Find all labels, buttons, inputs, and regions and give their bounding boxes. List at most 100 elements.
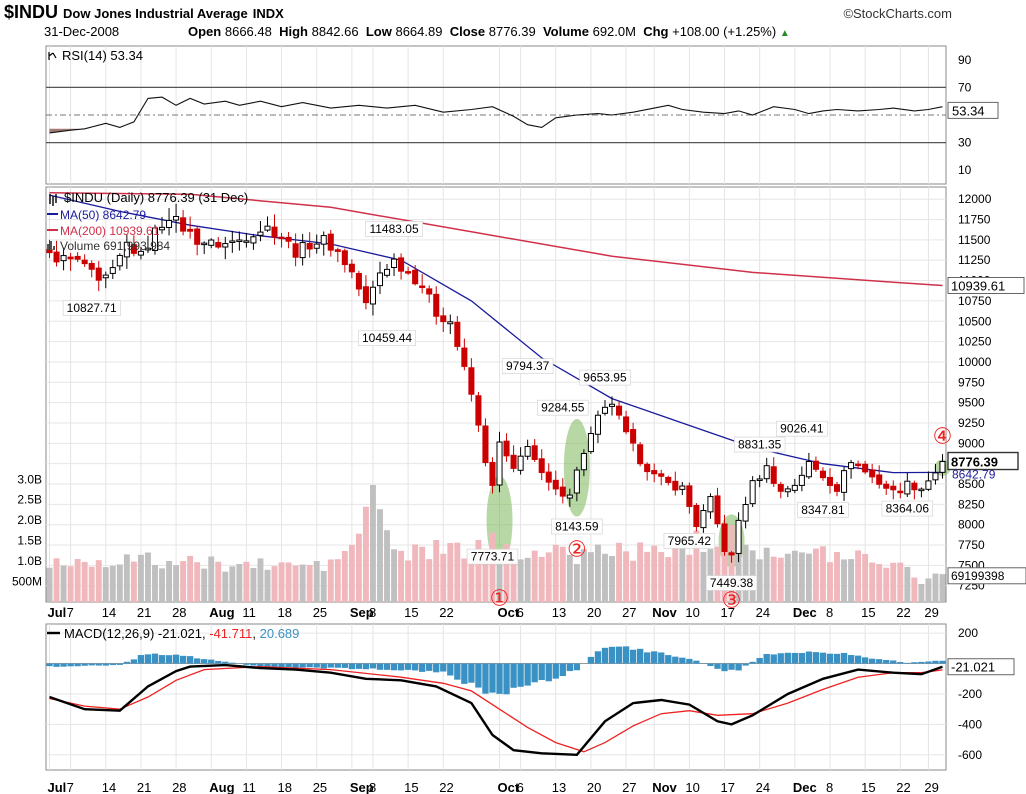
price-annotation-box xyxy=(358,330,416,346)
candle-body xyxy=(433,293,440,317)
rsi-tick-label: 10 xyxy=(958,163,972,177)
candle-body xyxy=(805,460,812,478)
x-axis-label: Jul xyxy=(48,605,67,620)
volume-bar xyxy=(890,562,897,602)
volume-bar xyxy=(552,544,559,602)
macd-tick-label: -400 xyxy=(958,717,982,731)
macd-histogram-bar xyxy=(186,656,194,664)
candle-body xyxy=(454,321,461,347)
volume-bar xyxy=(756,559,763,602)
price-tick-label: 11500 xyxy=(958,233,991,247)
candle-body xyxy=(524,446,531,457)
volume-bar xyxy=(742,544,749,602)
price-annotation: 9653.95 xyxy=(583,371,627,385)
x-axis-label: 15 xyxy=(404,780,418,794)
volume-bar xyxy=(848,559,855,602)
macd-histogram-bar xyxy=(144,654,152,664)
candle-body xyxy=(116,254,123,267)
x-axis-label: 24 xyxy=(756,605,770,620)
macd-histogram-bar xyxy=(341,663,348,668)
candle-body xyxy=(348,263,355,273)
x-axis-label: Dec xyxy=(793,780,817,794)
candle-body xyxy=(791,484,798,491)
exchange: INDX xyxy=(252,6,284,21)
volume-bar xyxy=(538,556,545,602)
macd-histogram-bar xyxy=(468,663,475,683)
stat-value: 8664.89 xyxy=(395,24,443,39)
macd-histogram-bar xyxy=(714,663,721,669)
macd-histogram-bar xyxy=(622,646,630,664)
volume-bar xyxy=(595,544,601,602)
candle-body xyxy=(257,231,264,236)
macd-histogram-bar xyxy=(756,657,763,664)
candle-body xyxy=(496,441,503,486)
volume-bar xyxy=(798,552,805,602)
price-tick-label: 10500 xyxy=(958,314,992,328)
candle-body xyxy=(651,470,658,475)
macd-legend: MACD(12,26,9) -21.021, -41.711, 20.689 xyxy=(64,626,299,641)
volume-bar xyxy=(904,566,911,602)
rsi-tick-label: 30 xyxy=(958,136,972,150)
price-annotation-box xyxy=(733,436,786,453)
price-tick-label: 8500 xyxy=(958,477,985,491)
volume-bar xyxy=(735,533,742,602)
volume-legend: Volume 691,993,984 xyxy=(60,239,170,253)
macd-histogram-bar xyxy=(728,663,735,670)
candle-body xyxy=(587,433,594,453)
macd-tick-label: -600 xyxy=(958,748,982,762)
macd-histogram-bar xyxy=(651,651,658,664)
candle-body xyxy=(60,255,67,262)
volume-bar xyxy=(320,570,327,602)
volume-bar xyxy=(229,566,236,602)
macd-histogram-bar xyxy=(151,653,159,664)
candle-body xyxy=(819,470,826,479)
macd-histogram-bar xyxy=(158,655,166,664)
candle-body xyxy=(419,285,426,289)
candle-body xyxy=(405,271,412,274)
ma50-value-label: 8642.79 xyxy=(952,467,996,481)
price-tick-label: 8250 xyxy=(958,497,985,511)
candle-body xyxy=(334,249,341,252)
x-axis-label: 10 xyxy=(685,780,699,794)
volume-tick-label: 3.0B xyxy=(17,472,42,486)
candle-body xyxy=(201,242,208,246)
volume-bar xyxy=(215,561,222,602)
volume-bar xyxy=(426,559,433,602)
macd-histogram-bar xyxy=(278,663,285,668)
volume-bar xyxy=(869,562,876,602)
ma200-legend: MA(200) 10939.61 xyxy=(60,224,160,238)
macd-histogram-bar xyxy=(742,663,749,666)
volume-bar xyxy=(876,564,883,602)
candle-body xyxy=(770,466,777,484)
candle-body xyxy=(151,227,159,251)
volume-bar xyxy=(623,551,630,602)
volume-bar xyxy=(313,561,320,602)
macd-histogram-bar xyxy=(390,663,398,671)
price-tick-label: 11750 xyxy=(958,213,991,227)
candle-body xyxy=(109,267,116,274)
x-axis-label: 20 xyxy=(587,780,601,794)
macd-value-box xyxy=(947,658,1015,676)
macd-histogram-bar xyxy=(840,652,848,664)
candle-body xyxy=(383,268,391,276)
macd-histogram-bar xyxy=(686,658,693,664)
volume-bar xyxy=(152,565,158,602)
stat-label: Close xyxy=(449,24,486,39)
candle-body xyxy=(447,321,454,325)
volume-bar xyxy=(503,544,510,602)
volume-bar xyxy=(862,553,869,602)
macd-histogram-bar xyxy=(327,663,334,668)
volume-bar xyxy=(777,557,784,602)
price-annotation: 8347.81 xyxy=(801,503,845,517)
candle-body xyxy=(573,469,580,494)
stat-label: Chg xyxy=(643,24,669,39)
x-axis-label: 7 xyxy=(67,605,74,620)
volume-bar xyxy=(285,562,292,602)
volume-bar xyxy=(791,550,798,602)
candle-body xyxy=(250,236,257,244)
macd-histogram-bar xyxy=(911,662,918,664)
candle-body xyxy=(833,484,841,492)
macd-histogram-bar xyxy=(348,663,356,670)
price-annotation-box xyxy=(705,575,758,591)
macd-histogram-bar xyxy=(672,656,679,664)
